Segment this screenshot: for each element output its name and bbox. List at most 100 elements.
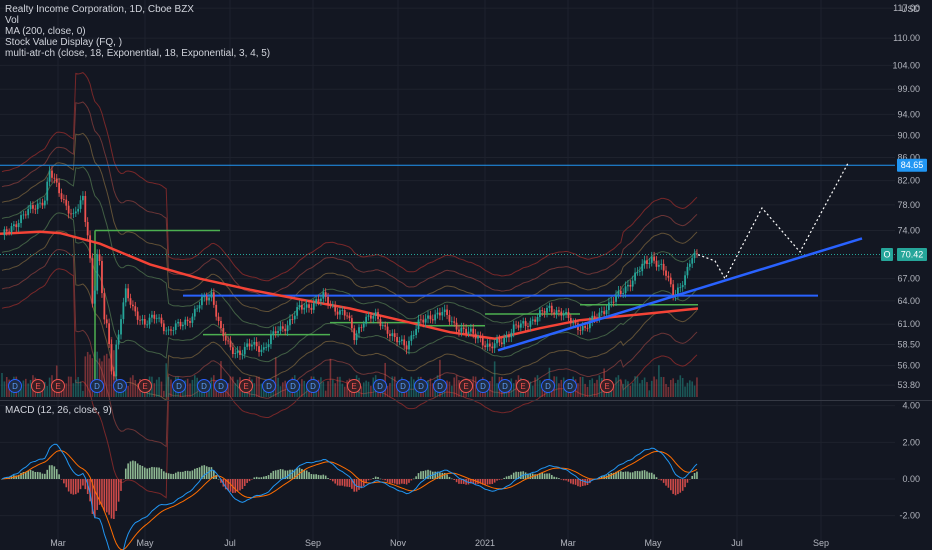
volume-bar [198, 386, 201, 397]
event-marker-letter: D [266, 382, 272, 391]
volume-bar [529, 381, 532, 397]
candle-body [29, 205, 32, 210]
candle-body [300, 304, 303, 310]
macd-histogram-bar [315, 474, 317, 479]
macd-histogram-bar [60, 479, 63, 480]
volume-bar [386, 385, 389, 397]
indicator-stock-value[interactable]: Stock Value Display (FQ, ) [5, 37, 123, 48]
candle-body [362, 323, 365, 328]
volume-bar [622, 383, 624, 397]
candle-body [408, 340, 410, 350]
volume-bar [672, 378, 674, 397]
event-marker-letter: D [290, 382, 296, 391]
macd-histogram-bar [658, 479, 660, 480]
macd-histogram-bar [420, 471, 422, 479]
symbol-title[interactable]: Realty Income Corporation, 1D, Cboe BZX [5, 4, 194, 15]
candle-body [424, 318, 427, 323]
candle-body [400, 339, 403, 342]
candle-body [174, 323, 177, 331]
macd-legend[interactable]: MACD (12, 26, close, 9) [5, 405, 112, 416]
candle-body [60, 193, 63, 200]
volume-bar [260, 383, 263, 397]
candle-body [55, 178, 58, 183]
macd-histogram-bar [286, 470, 289, 479]
macd-histogram-bar [246, 479, 248, 483]
volume-bar [305, 385, 308, 397]
candle-body [486, 343, 489, 348]
volume-bar [627, 381, 629, 397]
candle-body [567, 311, 570, 318]
candle-body [560, 311, 563, 316]
macd-histogram-bar [124, 468, 127, 479]
volume-bar [689, 380, 691, 397]
macd-histogram-bar [627, 471, 629, 479]
volume-bar [515, 379, 517, 397]
macd-histogram-bar [639, 471, 641, 479]
macd-histogram-bar [51, 465, 53, 479]
macd-histogram-bar [122, 479, 125, 480]
volume-bar [136, 383, 139, 397]
candle-body [531, 319, 534, 321]
event-marker-letter: E [351, 382, 356, 391]
macd-histogram-bar [496, 479, 498, 481]
candle-body [505, 335, 508, 338]
volume-bar [686, 382, 689, 397]
candle-body [270, 334, 272, 345]
macd-histogram-bar [236, 479, 239, 492]
indicator-ma[interactable]: MA (200, close, 0) [5, 26, 86, 37]
volume-bar [596, 379, 598, 397]
price-tick-label: 94.00 [897, 109, 920, 119]
macd-histogram-bar [360, 479, 363, 489]
candle-body [558, 310, 560, 312]
macd-histogram-bar [144, 467, 146, 479]
macd-histogram-bar [253, 477, 256, 479]
macd-histogram-bar [77, 479, 79, 493]
volume-bar [1, 373, 3, 397]
macd-histogram-bar [467, 479, 470, 485]
macd-histogram-bar [553, 476, 555, 479]
macd-histogram-bar [391, 479, 394, 484]
candle-body [220, 320, 222, 329]
volume-bar [560, 379, 563, 397]
event-marker-letter: D [12, 382, 18, 391]
candle-body [231, 347, 234, 354]
candle-body [691, 258, 694, 264]
candle-body [284, 328, 287, 332]
candle-body [555, 310, 558, 315]
volume-bar [79, 381, 82, 397]
macd-histogram-bar [25, 471, 27, 479]
candle-body [74, 211, 77, 214]
candle-body [127, 288, 130, 299]
macd-histogram-bar [79, 479, 82, 490]
indicator-atr-channel[interactable]: multi-atr-ch (close, 18, Exponential, 18… [5, 48, 271, 59]
candle-body [353, 328, 356, 341]
candle-body [234, 353, 237, 354]
candle-body [508, 335, 510, 338]
candle-body [548, 305, 551, 308]
macd-histogram-bar [348, 479, 351, 488]
volume-bar [696, 377, 698, 397]
macd-histogram-bar [141, 465, 144, 479]
volume-bar [589, 380, 591, 397]
candle-body [393, 333, 396, 338]
candle-body [367, 315, 370, 317]
volume-bar [339, 376, 341, 397]
volume-bar [236, 379, 239, 397]
volume-bar [274, 357, 277, 397]
volume-bar [396, 383, 398, 397]
volume-bar [48, 377, 51, 397]
macd-tick-label: -2.00 [899, 511, 920, 521]
indicator-vol[interactable]: Vol [5, 15, 19, 26]
candle-body [39, 202, 41, 204]
candle-body [193, 308, 196, 317]
macd-histogram-bar [401, 479, 403, 484]
event-marker-letter: E [520, 382, 525, 391]
candle-body [422, 319, 425, 323]
macd-histogram-bar [193, 468, 196, 479]
candle-body [158, 317, 160, 319]
candle-body [343, 310, 346, 316]
candle-body [253, 341, 256, 345]
macd-histogram-bar [201, 465, 203, 479]
